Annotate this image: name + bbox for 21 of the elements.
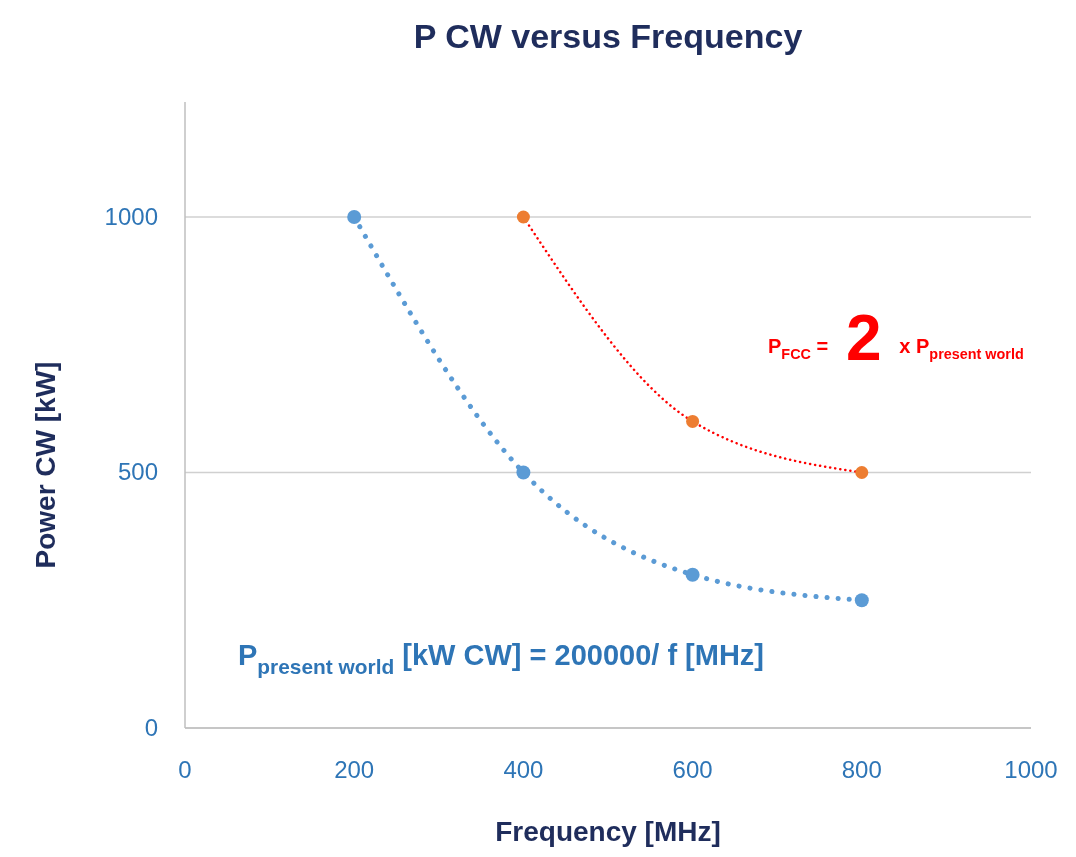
y-tick-label: 500 <box>117 458 158 486</box>
x-tick-label: 200 <box>334 756 375 783</box>
x-tick-label: 600 <box>672 756 713 783</box>
chart-title: P CW versus Frequency <box>413 17 803 55</box>
x-axis-title: Frequency [MHz] <box>495 816 721 847</box>
point <box>855 465 869 479</box>
point <box>686 414 700 428</box>
annotation: P$_{present world}$ [kW CW] = 200000/ f [MHz] <box>238 639 765 678</box>
y-tick-label: 0 <box>144 714 158 741</box>
point <box>516 465 531 480</box>
annotation: P$_{FCC}$ = 2 x P$_{present world}$ <box>768 302 1024 374</box>
x-tick-label: 400 <box>503 756 544 783</box>
y-axis-title: Power CW [kW] <box>30 361 61 569</box>
point <box>516 210 530 224</box>
point <box>854 593 869 608</box>
x-tick-label: 1000 <box>1004 756 1058 783</box>
y-tick-label: 1000 <box>104 202 158 230</box>
x-tick-label: 800 <box>841 756 882 783</box>
point <box>685 567 700 582</box>
point <box>347 209 362 224</box>
x-tick-label: 0 <box>178 756 192 783</box>
